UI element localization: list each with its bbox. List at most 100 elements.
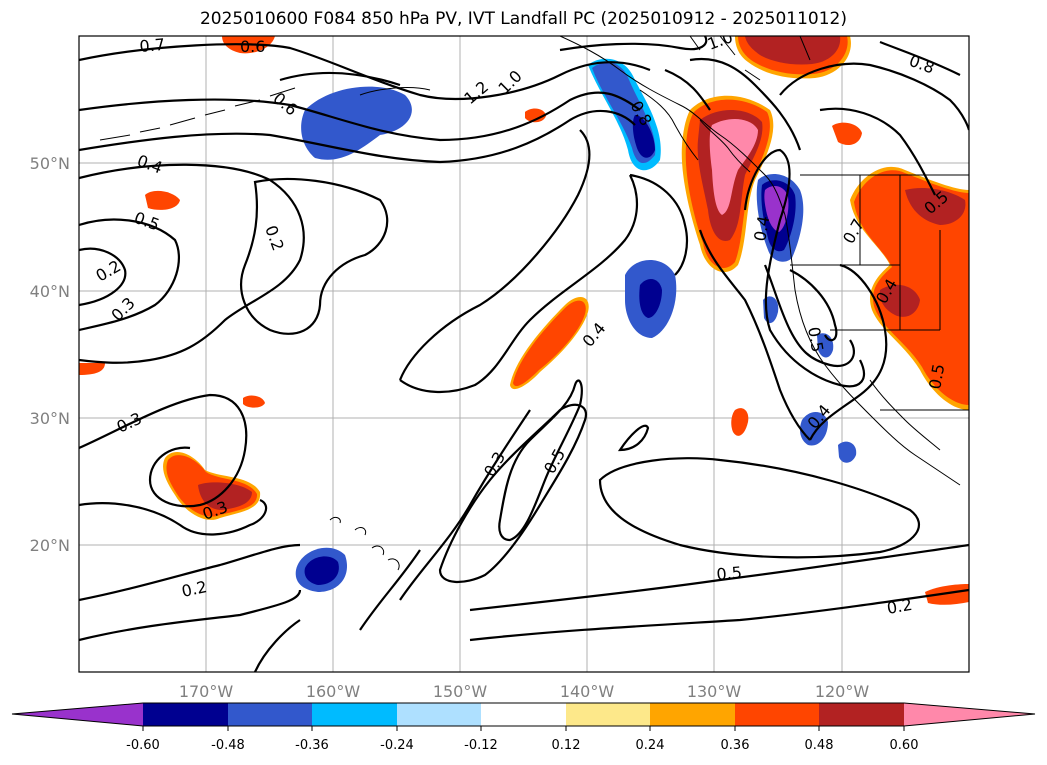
contour-label: 0.2 <box>885 595 913 618</box>
contour-line <box>79 218 180 332</box>
contour-line <box>689 57 802 151</box>
colorbar-segment <box>650 703 735 726</box>
negative-shading-hawaii-deep <box>304 556 339 585</box>
positive-shading-se-corner <box>925 584 969 605</box>
contour-line <box>809 263 888 441</box>
contour-line <box>664 68 711 111</box>
contour-line <box>359 549 421 631</box>
contour-line <box>743 148 865 388</box>
positive-shading-western-us-strong <box>905 188 966 225</box>
contour-line <box>763 264 855 368</box>
colorbar-segment <box>819 703 904 726</box>
contour-line <box>79 109 636 164</box>
positive-shading-pnw-max <box>709 118 758 215</box>
contour-line <box>819 107 936 196</box>
map-title: 2025010600 F084 850 hPa PV, IVT Landfall… <box>199 9 847 29</box>
negative-shading-baja2 <box>838 441 857 463</box>
coastline-aleutian <box>99 87 296 141</box>
contour-line <box>469 588 969 642</box>
colorbar-label: 0.36 <box>721 738 750 753</box>
colorbar-label: -0.36 <box>295 738 329 753</box>
colorbar-segment <box>735 703 819 726</box>
colorbar-label: -0.12 <box>464 738 498 753</box>
contour-line <box>279 71 401 87</box>
latitude-labels: 20°N 30°N 40°N 50°N <box>30 154 70 555</box>
contour-line <box>79 91 641 142</box>
contour-line <box>398 129 591 381</box>
colorbar-label: 0.48 <box>805 738 834 753</box>
contour-line <box>399 409 531 601</box>
contour-line <box>79 543 301 602</box>
colorbar-segment <box>397 703 481 726</box>
contour-line <box>629 173 689 276</box>
contour-line <box>789 269 838 342</box>
positive-shading-canada-small <box>832 122 862 145</box>
contour-label: 0.6 <box>240 37 265 56</box>
colorbar-under-arrow <box>12 703 143 726</box>
lon-label-150w: 150°W <box>433 682 488 701</box>
coastline-bc-islands <box>699 119 751 173</box>
colorbar-over-arrow <box>904 703 1035 726</box>
contour-line <box>79 498 268 536</box>
contour-label: 0.5 <box>716 563 743 584</box>
lon-label-140w: 140°W <box>560 682 615 701</box>
lon-label-170w: 170°W <box>179 682 234 701</box>
contour-line <box>779 62 969 131</box>
contour-label: 0.5 <box>925 362 948 390</box>
colorbar: -0.60 -0.48 -0.36 -0.24 -0.12 0.12 0.24 … <box>11 702 1036 753</box>
colorbar-segment <box>143 703 228 726</box>
coastlines <box>99 36 969 571</box>
pv-contours <box>79 36 969 672</box>
contour-line <box>399 174 639 393</box>
contour-line <box>240 177 389 335</box>
colorbar-label: -0.24 <box>380 738 414 753</box>
coastline-hawaii <box>329 516 400 571</box>
contour-line <box>79 393 248 508</box>
colorbar-label: -0.48 <box>211 738 245 753</box>
colorbar-segment <box>228 703 312 726</box>
lon-label-120w: 120°W <box>815 682 870 701</box>
colorbar-label: 0.12 <box>552 738 581 753</box>
coastline-alaska <box>559 36 786 216</box>
negative-shading-wa-under <box>764 185 789 232</box>
shading-layer <box>79 36 969 605</box>
positive-shading-gulf-small <box>525 108 546 123</box>
state-border-horizontal <box>790 174 969 411</box>
coastline-baja <box>869 379 941 451</box>
coastline-alaska-panhandle <box>639 89 699 161</box>
state-border-vertical <box>859 175 941 330</box>
positive-shading-western-us-core <box>854 170 969 405</box>
colorbar-ticks <box>142 726 905 731</box>
positive-shading-alaska-strong <box>745 36 841 65</box>
contour-line <box>79 247 127 307</box>
contour-line <box>79 43 651 100</box>
map-frame <box>78 35 970 673</box>
lon-label-130w: 130°W <box>687 682 742 701</box>
contour-line <box>617 424 650 452</box>
coastline-gulf-alaska <box>359 87 431 96</box>
negative-shading-central-deep <box>639 278 662 318</box>
coastline-us-west <box>784 214 961 486</box>
positive-shading-west-small2 <box>243 395 265 408</box>
colorbar-segment <box>481 703 566 726</box>
contour-line <box>79 589 302 642</box>
lat-label-20: 20°N <box>30 536 70 555</box>
contour-line <box>438 403 588 583</box>
colorbar-label: 0.60 <box>890 738 919 753</box>
contour-line <box>79 163 305 364</box>
colorbar-label: 0.24 <box>636 738 665 753</box>
negative-shading-bc-deep <box>632 115 655 158</box>
positive-shading-central-band-core <box>513 300 586 387</box>
coastline-canada <box>689 36 811 81</box>
contour-line <box>559 36 708 52</box>
contour-line <box>598 457 921 559</box>
lat-label-30: 30°N <box>30 409 70 428</box>
contour-label: 0.7 <box>139 35 166 56</box>
positive-shading-west-small <box>145 190 180 210</box>
positive-shading-socal <box>731 408 749 436</box>
lat-label-50: 50°N <box>30 154 70 173</box>
lon-label-160w: 160°W <box>306 682 361 701</box>
colorbar-segment <box>312 703 397 726</box>
contour-label: 0.2 <box>180 577 209 601</box>
